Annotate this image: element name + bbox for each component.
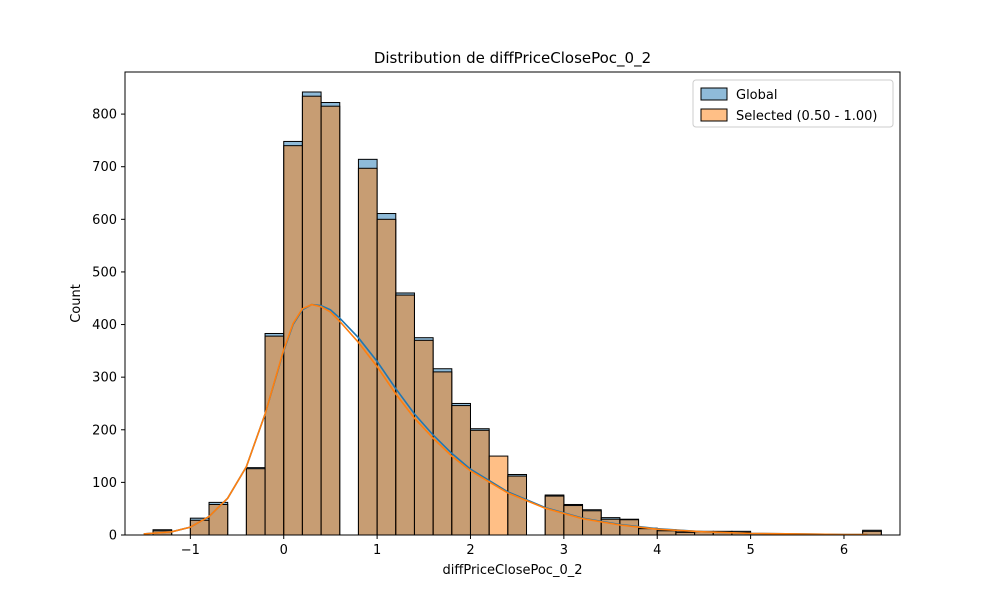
bar-selected-10 [357,167,378,536]
legend: Global Selected (0.50 - 1.00) [692,79,894,128]
x-tick-label-2: 1 [373,543,381,558]
bar-selected-21 [563,505,584,536]
bar-selected-17 [488,455,509,536]
bar-selected-7 [301,95,322,536]
legend-swatch-1 [700,108,728,122]
kde-lines [143,303,868,536]
legend-swatch-0 [700,87,728,101]
axes-frame [124,71,901,536]
x-tick-label-1: 0 [280,543,288,558]
axes: −1 0 1 2 3 4 5 6 0 100 200 300 400 500 600 700 800 [92,71,901,558]
chart-title: Distribution de diffPriceClosePoc_0_2 [374,49,651,68]
y-tick-label-6: 600 [92,213,117,228]
bar-selected-4 [245,468,266,536]
y-tick-label-5: 500 [92,265,117,280]
y-tick-label-7: 700 [92,160,117,175]
x-tick-label-4: 3 [560,543,568,558]
bar-selected-18 [507,475,528,536]
legend-label-1: Selected (0.50 - 1.00) [736,109,877,124]
bar-selected-16 [469,429,490,536]
bar-selected-22 [582,510,602,536]
y-tick-label-3: 300 [92,371,117,386]
x-tick-label-0: −1 [181,543,200,558]
y-axis-label: Count [69,284,84,323]
bar-selected-11 [376,218,397,536]
bar-selected-8 [320,105,341,536]
x-tick-label-7: 6 [840,543,848,558]
bar-selected-15 [451,405,471,536]
x-axis-label: diffPriceClosePoc_0_2 [443,563,583,578]
legend-label-0: Global [736,88,777,103]
bar-selected-5 [264,335,285,536]
y-tick-label-4: 400 [92,318,117,333]
x-tick-label-5: 4 [653,543,661,558]
bars-selected [152,95,882,536]
y-tick-label-8: 800 [92,108,117,123]
y-tick-label-0: 0 [109,529,117,544]
kde-line-selected [143,303,868,536]
bar-selected-20 [544,495,565,536]
y-tick-label-1: 100 [92,476,117,491]
x-tick-label-3: 2 [466,543,474,558]
bar-selected-2 [208,503,229,536]
x-tick-label-6: 5 [746,543,754,558]
bar-selected-13 [413,339,434,536]
y-tick-label-2: 200 [92,423,117,438]
bar-selected-26 [656,530,677,536]
legend-box [692,79,894,128]
